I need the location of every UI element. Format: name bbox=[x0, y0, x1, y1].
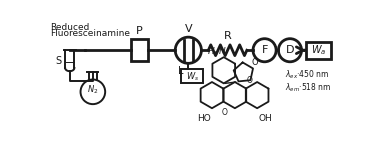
Text: O: O bbox=[251, 58, 258, 67]
Text: OH: OH bbox=[258, 114, 272, 123]
Text: F: F bbox=[261, 45, 268, 55]
Text: S: S bbox=[55, 56, 61, 66]
Text: $H_2N$: $H_2N$ bbox=[208, 46, 227, 58]
Text: L: L bbox=[178, 66, 183, 76]
Text: V: V bbox=[184, 24, 192, 34]
Text: $\lambda_{em}$·518 nm: $\lambda_{em}$·518 nm bbox=[285, 82, 332, 94]
Text: O: O bbox=[222, 108, 228, 117]
Bar bbox=[306, 42, 331, 59]
Text: $N_2$: $N_2$ bbox=[87, 83, 99, 96]
Circle shape bbox=[253, 39, 276, 62]
Text: O: O bbox=[247, 76, 253, 85]
Bar bbox=[130, 40, 147, 61]
Text: $W_a$: $W_a$ bbox=[311, 43, 326, 57]
Text: D: D bbox=[286, 45, 294, 55]
Circle shape bbox=[175, 37, 201, 63]
Text: Fluoresceinamine: Fluoresceinamine bbox=[51, 29, 130, 38]
Text: $W_s$: $W_s$ bbox=[186, 70, 199, 83]
Text: Reduced: Reduced bbox=[51, 23, 90, 32]
Bar bbox=[181, 69, 203, 83]
Text: HO: HO bbox=[197, 114, 211, 123]
Circle shape bbox=[279, 39, 302, 62]
Text: R: R bbox=[224, 31, 231, 41]
Text: P: P bbox=[136, 26, 143, 36]
Text: $\lambda_{ex}$·450 nm: $\lambda_{ex}$·450 nm bbox=[285, 69, 330, 81]
